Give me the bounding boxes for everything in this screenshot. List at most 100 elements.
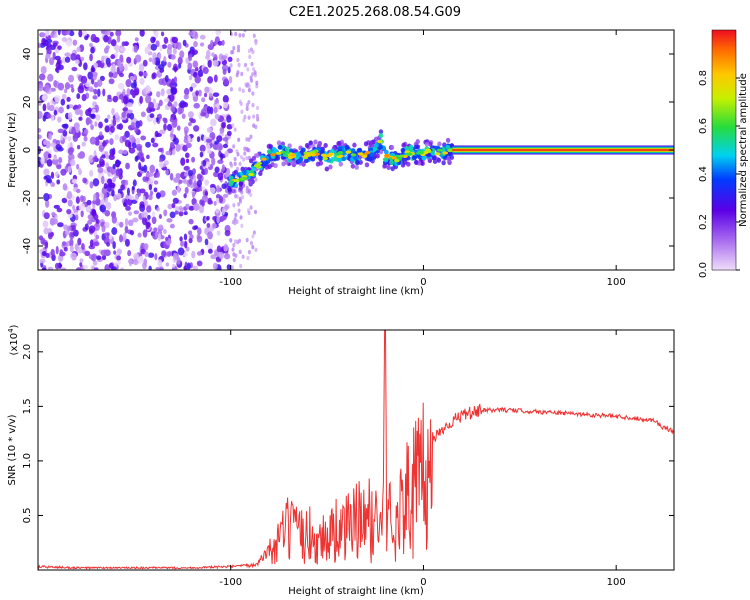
noise-speckle [236,57,240,63]
noise-speckle [187,135,191,142]
noise-speckle [84,35,89,41]
colorbar-strip [712,262,736,265]
noise-speckle [191,156,196,163]
colorbar-strip [712,146,736,149]
noise-speckle [252,66,256,72]
ridge-halo [238,185,243,191]
noise-speckle [60,168,67,176]
colorbar-strip [712,108,736,111]
noise-speckle [146,205,152,213]
colorbar-strip [712,36,736,39]
noise-speckle [73,104,79,110]
ridge-halo [354,164,359,170]
noise-speckle [149,190,154,196]
noise-speckle [154,231,158,239]
noise-speckle [171,189,178,196]
noise-speckle [172,148,176,156]
noise-speckle [237,44,241,50]
colorbar-strip [712,98,736,101]
spectrogram-x-tick-label: 100 [607,277,626,288]
ridge-halo [352,142,357,148]
noise-speckle [118,234,124,243]
noise-speckle [46,38,53,44]
noise-speckle [90,33,97,43]
noise-speckle [237,62,241,68]
noise-speckle [232,257,236,263]
noise-speckle [75,214,79,221]
noise-speckle [214,99,218,105]
noise-speckle [170,87,177,95]
noise-speckle [45,199,50,208]
noise-speckle [83,128,89,135]
noise-speckle [182,177,187,184]
noise-speckle [128,134,135,143]
noise-speckle [77,246,83,254]
ridge-halo [375,153,380,159]
snr-frame [37,329,675,571]
spectrogram-x-ticks: -100 0 100 [219,30,626,288]
noise-speckle [111,215,117,224]
noise-speckle [135,143,143,150]
colorbar-strip [712,198,736,201]
spectrogram-y-label: Frequency (Hz) [7,112,18,188]
ridge-core [242,169,247,175]
ridge-peak [404,150,411,154]
noise-speckle [206,127,213,133]
ridge-peak [394,159,400,163]
noise-speckle [108,78,115,85]
noise-speckle [89,239,94,247]
noise-speckle [158,161,164,169]
noise-speckle [47,228,53,233]
noise-speckle [99,204,107,213]
colorbar-strip [712,202,736,205]
noise-speckle [87,219,93,225]
noise-speckle [82,264,89,270]
colorbar-strip [712,248,736,251]
noise-speckle [80,210,84,218]
noise-speckle [233,161,237,167]
noise-speckle [116,248,122,255]
noise-speckle [192,168,196,175]
noise-speckle [62,183,68,191]
noise-speckle [61,37,68,42]
colorbar-strip [712,230,736,233]
noise-speckle [67,165,72,173]
spectrogram-ridge [226,129,674,195]
noise-speckle [232,144,236,149]
noise-speckle [152,57,156,65]
noise-speckle [142,195,146,203]
noise-speckle [51,158,59,165]
ridge-core [303,158,309,164]
noise-speckle [42,220,49,228]
noise-speckle [176,42,182,50]
colorbar-strip [712,30,736,33]
ridge-peak [336,154,343,159]
noise-speckle [66,191,73,200]
noise-speckle [184,152,190,159]
ridge-halo [315,161,321,167]
noise-speckle [101,55,105,64]
noise-speckle [192,60,199,69]
snr-background [38,330,674,570]
noise-speckle [112,95,118,103]
noise-speckle [67,153,75,161]
noise-speckle [243,30,247,33]
noise-speckle [251,91,255,96]
snr-y-label: SNR (10 * v/v) [7,414,18,485]
noise-speckle [98,144,104,152]
ridge-peak [382,157,389,161]
noise-speckle [238,196,242,202]
noise-speckle [204,179,209,186]
noise-speckle [100,175,105,185]
colorbar-strip [712,222,736,225]
noise-speckle [93,241,100,247]
noise-speckle [207,76,214,84]
noise-speckle [72,204,76,211]
colorbar-strip [712,40,736,43]
noise-speckle [138,63,145,72]
noise-speckle [150,137,155,144]
noise-speckle [64,56,71,63]
colorbar-strip [712,88,736,91]
noise-speckle [157,233,162,241]
noise-speckle [111,189,115,197]
